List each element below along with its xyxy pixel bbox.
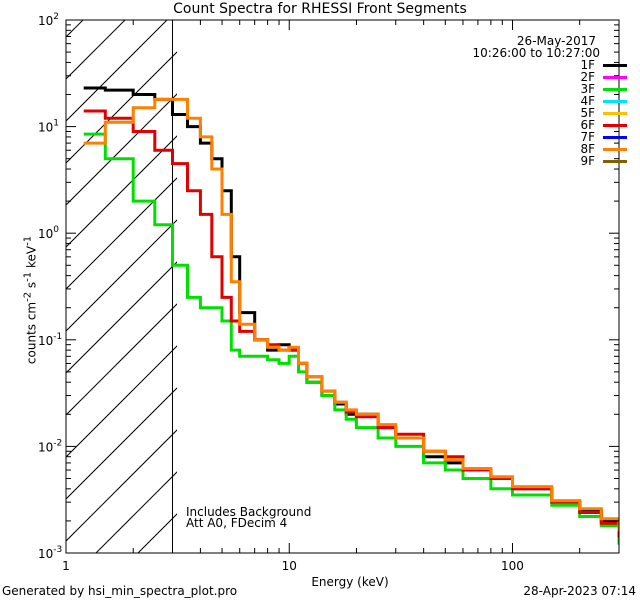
y-tick-label: 10-1 <box>38 332 62 348</box>
chart-title: Count Spectra for RHESSI Front Segments <box>173 1 467 17</box>
hatched-region <box>0 0 177 553</box>
legend-item: 4F <box>549 94 629 108</box>
hatch-line <box>66 177 177 290</box>
y-tick-label: 101 <box>38 119 59 135</box>
timestamp-footer: 28-Apr-2023 07:14 <box>523 584 636 598</box>
hatch-line <box>66 135 177 248</box>
hatch-line <box>0 0 86 553</box>
legend-item: 3F <box>549 82 629 96</box>
legend-label: 7F <box>580 130 595 144</box>
y-tick-label: 10-3 <box>38 545 62 561</box>
hatch-line <box>66 20 126 80</box>
hatch-line <box>66 219 177 332</box>
x-axis-label: Energy (keV) <box>311 575 389 589</box>
legend-item: 7F <box>549 130 629 144</box>
legend-label: 5F <box>580 106 595 120</box>
legend-swatch <box>603 64 627 67</box>
hatch-line <box>66 51 177 164</box>
legend-item: 8F <box>549 142 629 156</box>
hatch-line <box>66 345 177 458</box>
time-range-annotation: 10:26:00 to 10:27:00 <box>472 46 600 60</box>
hatch-line <box>66 20 168 122</box>
legend-swatch <box>603 160 627 163</box>
hatch-line <box>0 0 128 553</box>
legend-item: 9F <box>549 154 629 168</box>
legend-swatch <box>603 124 627 127</box>
legend-item: 6F <box>549 118 629 132</box>
legend-swatch <box>603 100 627 103</box>
legend-label: 9F <box>580 154 595 168</box>
legend-item: 1F <box>549 58 629 72</box>
legend-label: 8F <box>580 142 595 156</box>
x-tick-label: 100 <box>501 559 524 573</box>
hatch-line <box>66 429 177 542</box>
legend-swatch <box>603 76 627 79</box>
hatch-line <box>66 261 177 374</box>
plot-frame <box>65 19 620 554</box>
legend-label: 3F <box>580 82 595 96</box>
series-line-3F <box>83 132 619 545</box>
hatch-line <box>66 93 177 206</box>
y-axis-label-text: counts cm-2 s-1 keV-1 <box>22 235 39 365</box>
x-tick-label: 1 <box>62 559 70 573</box>
y-tick-label: 10-2 <box>38 438 62 454</box>
x-tick-label: 10 <box>282 559 297 573</box>
legend-item: 2F <box>549 70 629 84</box>
hatch-line <box>66 387 177 500</box>
legend-swatch <box>603 88 627 91</box>
legend-item: 5F <box>549 106 629 120</box>
legend-swatch <box>603 112 627 115</box>
y-tick-label: 100 <box>38 225 59 241</box>
legend-label: 2F <box>580 70 595 84</box>
legend-swatch <box>603 148 627 151</box>
background-note: Includes Background <box>186 505 312 519</box>
generated-by-footer: Generated by hsi_min_spectra_plot.pro <box>2 584 238 598</box>
legend-label: 6F <box>580 118 595 132</box>
series-line-1F <box>83 86 619 535</box>
series-line-8F <box>83 97 619 532</box>
y-axis-label: counts cm-2 s-1 keV-1 <box>22 236 39 364</box>
date-annotation: 26-May-2017 <box>516 34 596 48</box>
legend-label: 4F <box>580 94 595 108</box>
attenuator-note: Att A0, FDecim 4 <box>186 516 288 530</box>
series-line-6F <box>83 109 619 538</box>
legend-swatch <box>603 136 627 139</box>
legend-label: 1F <box>580 58 595 72</box>
